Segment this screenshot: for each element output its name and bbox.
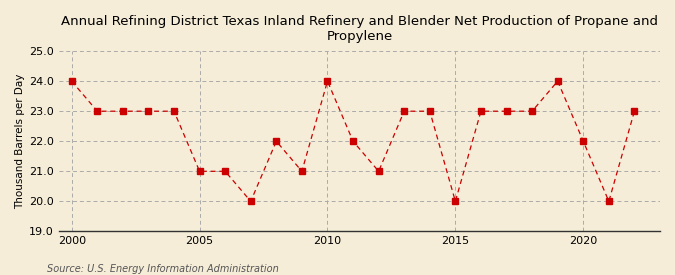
Title: Annual Refining District Texas Inland Refinery and Blender Net Production of Pro: Annual Refining District Texas Inland Re… <box>61 15 658 43</box>
Y-axis label: Thousand Barrels per Day: Thousand Barrels per Day <box>15 73 25 209</box>
Text: Source: U.S. Energy Information Administration: Source: U.S. Energy Information Administ… <box>47 264 279 274</box>
